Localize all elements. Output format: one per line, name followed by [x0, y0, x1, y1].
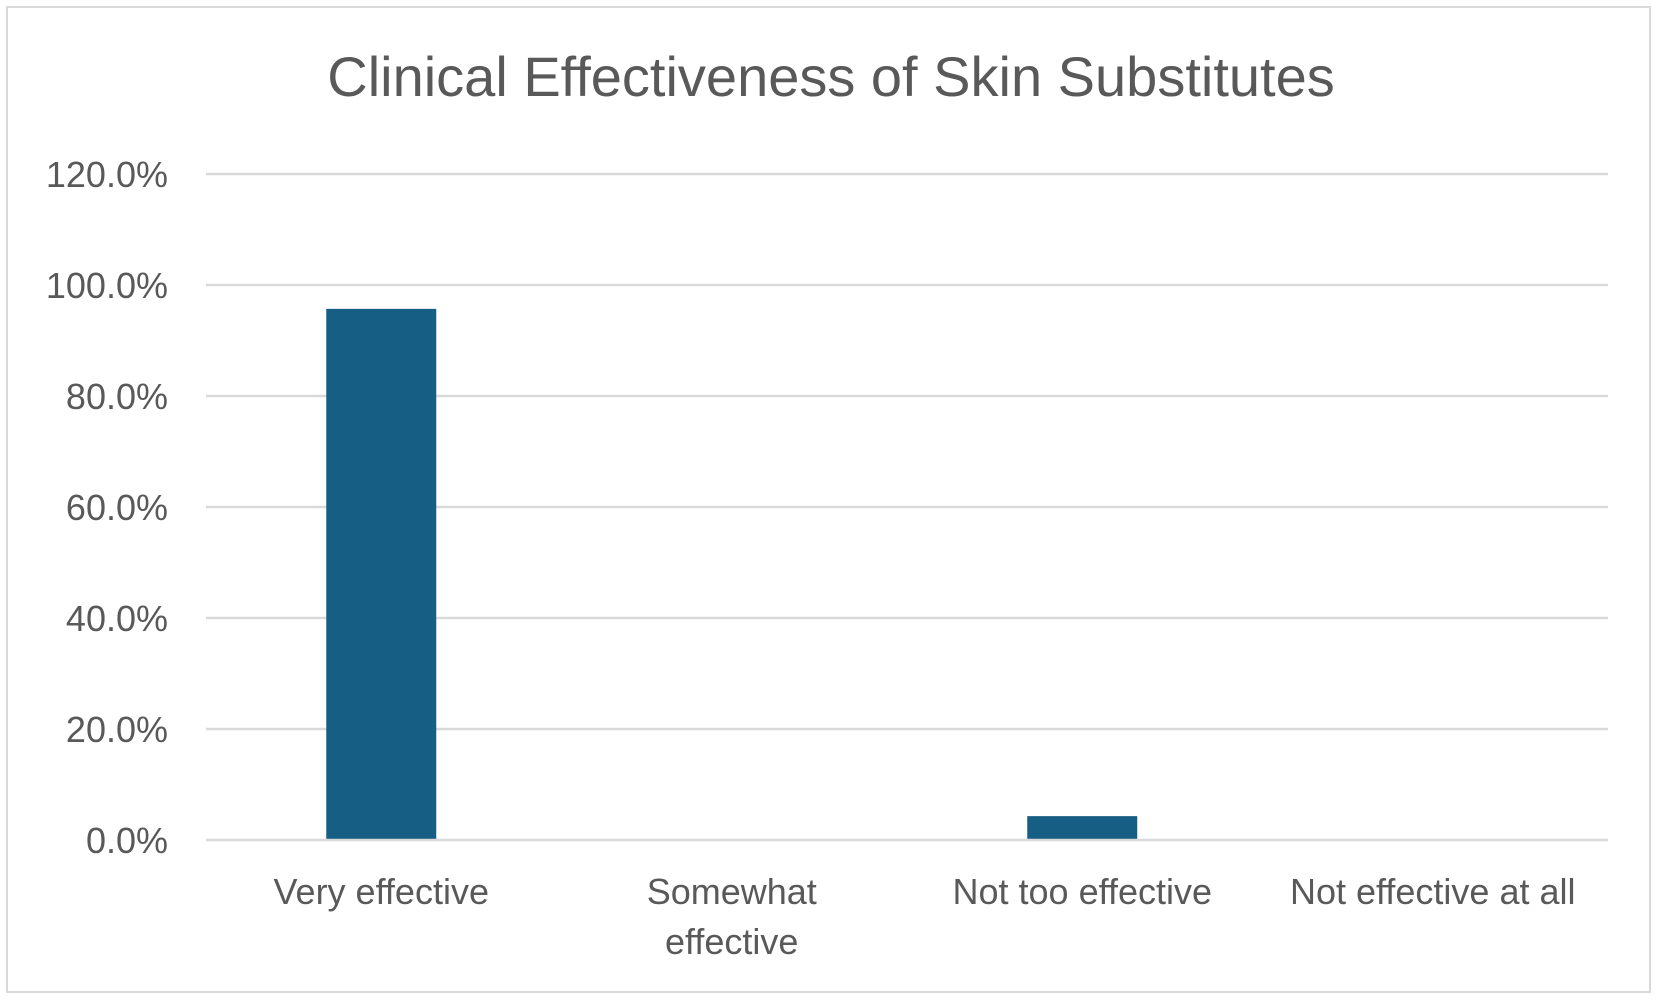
x-tick-label: effective	[665, 921, 798, 962]
y-tick-label: 20.0%	[66, 709, 168, 750]
bar	[1027, 816, 1138, 840]
gridlines	[206, 172, 1608, 731]
y-axis-ticks: 0.0% 20.0% 40.0% 60.0% 80.0% 100.0% 120.0%	[46, 154, 168, 861]
y-tick-label: 120.0%	[46, 154, 168, 195]
y-tick-label: 80.0%	[66, 376, 168, 417]
x-tick-label: Not too effective	[953, 871, 1213, 912]
y-tick-label: 40.0%	[66, 598, 168, 639]
x-tick-label: Very effective	[274, 871, 489, 912]
x-tick-label: Not effective at all	[1290, 871, 1576, 912]
x-tick-label: Somewhat	[647, 871, 817, 912]
chart-title: Clinical Effectiveness of Skin Substitut…	[327, 45, 1334, 108]
y-tick-label: 0.0%	[86, 820, 168, 861]
x-axis-labels: Very effective Somewhat effective Not too e…	[274, 871, 1576, 962]
bar	[326, 308, 437, 840]
bars	[326, 308, 1138, 840]
y-tick-label: 60.0%	[66, 487, 168, 528]
chart-frame	[6, 6, 1651, 993]
y-tick-label: 100.0%	[46, 265, 168, 306]
